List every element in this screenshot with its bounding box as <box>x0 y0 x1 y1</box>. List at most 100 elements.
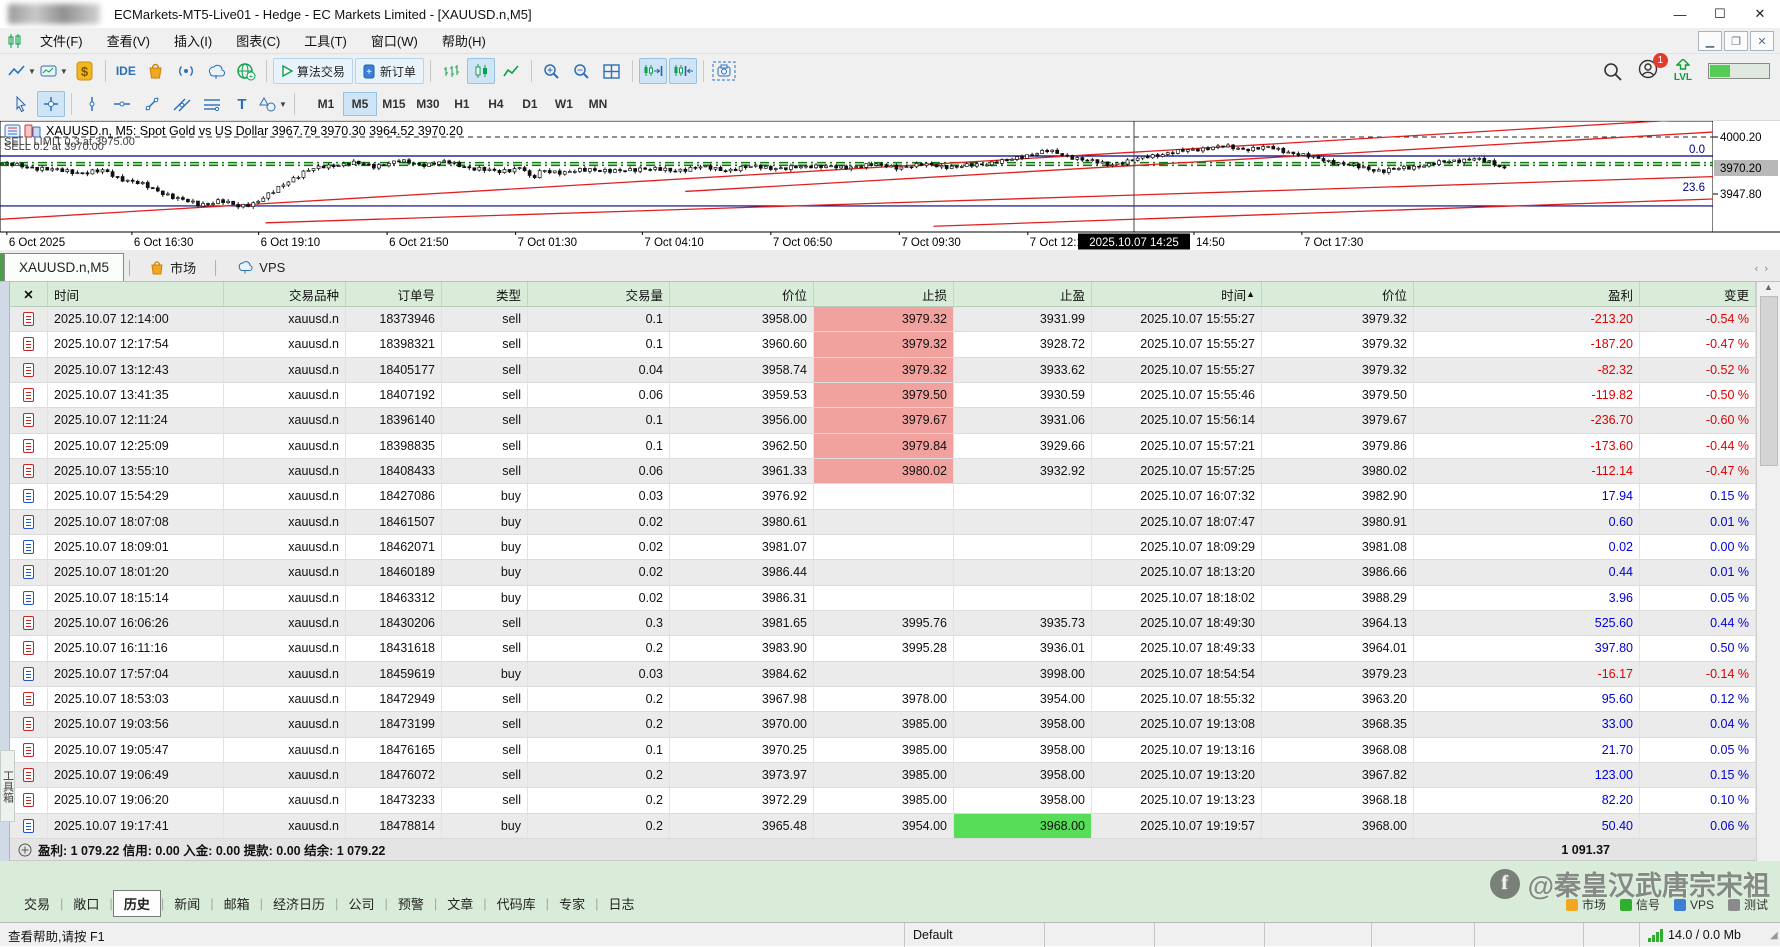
menu-工具(T)[interactable]: 工具(T) <box>292 31 359 50</box>
signals-button[interactable] <box>172 58 200 84</box>
menu-窗口(W)[interactable]: 窗口(W) <box>359 31 430 50</box>
new-order-button[interactable]: + 新订单 <box>355 58 424 84</box>
cloud-button[interactable] <box>202 58 230 84</box>
table-row[interactable]: 2025.10.07 13:12:43xauusd.n18405177sell0… <box>10 358 1756 383</box>
resize-grip[interactable]: ◢ <box>1762 923 1780 947</box>
toolbox-tab-专家[interactable]: 专家 <box>549 891 595 916</box>
table-row[interactable]: 2025.10.07 19:03:56xauusd.n18473199sell0… <box>10 712 1756 737</box>
toolbox-vertical-tab[interactable]: 工具箱 <box>0 750 15 822</box>
table-row[interactable]: 2025.10.07 19:06:49xauusd.n18476072sell0… <box>10 763 1756 788</box>
lvl-indicator[interactable]: LVL <box>1674 59 1692 83</box>
table-scrollbar[interactable]: ▲ <box>1756 282 1780 861</box>
zoom-out-button[interactable] <box>568 58 596 84</box>
table-row[interactable]: 2025.10.07 12:11:24xauusd.n18396140sell0… <box>10 408 1756 433</box>
fibonacci-tool[interactable] <box>198 91 226 117</box>
text-tool[interactable]: T <box>228 91 256 117</box>
timeframe-D1[interactable]: D1 <box>513 92 547 116</box>
menu-图表(C)[interactable]: 图表(C) <box>224 31 292 50</box>
table-row[interactable]: 2025.10.07 13:55:10xauusd.n18408433sell0… <box>10 459 1756 484</box>
table-row[interactable]: 2025.10.07 18:15:14xauusd.n18463312buy0.… <box>10 586 1756 611</box>
window-maximize-button[interactable]: ☐ <box>1700 1 1740 27</box>
price-chart[interactable]: XAUUSD.n, M5: Spot Gold vs US Dollar 396… <box>0 121 1780 250</box>
bar-chart-mode-button[interactable] <box>437 58 465 84</box>
window-minimize-button[interactable]: — <box>1660 1 1700 27</box>
timeframe-W1[interactable]: W1 <box>547 92 581 116</box>
chart-area[interactable]: XAUUSD.n, M5: Spot Gold vs US Dollar 396… <box>0 121 1780 250</box>
column-header-2[interactable]: 订单号 <box>346 282 442 306</box>
table-row[interactable]: 2025.10.07 15:54:29xauusd.n18427086buy0.… <box>10 484 1756 509</box>
line-chart-mode-button[interactable] <box>497 58 525 84</box>
column-header-10[interactable]: 盈利 <box>1414 282 1640 306</box>
market-button[interactable] <box>142 58 170 84</box>
chart-minimize-button[interactable]: ▁ <box>1698 31 1722 51</box>
column-header-8[interactable]: 时间 ▲ <box>1092 282 1262 306</box>
timeframe-M5[interactable]: M5 <box>343 92 377 116</box>
menu-插入(I)[interactable]: 插入(I) <box>162 31 224 50</box>
toolbox-tab-经济日历[interactable]: 经济日历 <box>263 891 335 916</box>
toolbox-tab-邮箱[interactable]: 邮箱 <box>214 891 260 916</box>
menu-查看(V)[interactable]: 查看(V) <box>95 31 162 50</box>
zoom-in-button[interactable] <box>538 58 566 84</box>
trendline-tool[interactable] <box>138 91 166 117</box>
table-row[interactable]: 2025.10.07 18:53:03xauusd.n18472949sell0… <box>10 687 1756 712</box>
toolbox-tab-文章[interactable]: 文章 <box>437 891 483 916</box>
algo-trading-button[interactable]: 算法交易 <box>273 58 353 84</box>
timeframe-M15[interactable]: M15 <box>377 92 411 116</box>
summary-expand-icon[interactable] <box>18 843 32 857</box>
shapes-tool[interactable]: ▼ <box>258 91 288 117</box>
toolbox-tab-交易[interactable]: 交易 <box>14 891 60 916</box>
tab-scroll-arrows[interactable]: ‹› <box>1755 263 1774 275</box>
toolbox-tab-新闻[interactable]: 新闻 <box>164 891 210 916</box>
toolbox-tab-历史[interactable]: 历史 <box>113 890 161 917</box>
column-header-9[interactable]: 价位 <box>1262 282 1414 306</box>
ide-button[interactable]: IDE <box>112 58 140 84</box>
timeframe-H4[interactable]: H4 <box>479 92 513 116</box>
toolbox-tab-公司[interactable]: 公司 <box>338 891 384 916</box>
toolbox-tab-日志[interactable]: 日志 <box>598 891 644 916</box>
toolbox-tab-敞口[interactable]: 敞口 <box>63 891 109 916</box>
menu-文件(F)[interactable]: 文件(F) <box>28 31 95 50</box>
table-row[interactable]: 2025.10.07 16:06:26xauusd.n18430206sell0… <box>10 611 1756 636</box>
status-profile[interactable]: Default <box>905 923 1045 947</box>
table-row[interactable]: 2025.10.07 18:07:08xauusd.n18461507buy0.… <box>10 510 1756 535</box>
horizontal-line-tool[interactable] <box>108 91 136 117</box>
table-close-button[interactable]: ✕ <box>10 282 48 306</box>
table-row[interactable]: 2025.10.07 18:09:01xauusd.n18462071buy0.… <box>10 535 1756 560</box>
table-row[interactable]: 2025.10.07 12:17:54xauusd.n18398321sell0… <box>10 332 1756 357</box>
toolbox-tab-预警[interactable]: 预警 <box>388 891 434 916</box>
column-header-0[interactable]: 时间 <box>48 282 224 306</box>
table-row[interactable]: 2025.10.07 13:41:35xauusd.n18407192sell0… <box>10 383 1756 408</box>
chart-window-dropdown[interactable]: ▼ <box>7 58 37 84</box>
tile-windows-button[interactable] <box>598 58 626 84</box>
vertical-line-tool[interactable] <box>78 91 106 117</box>
tab-xauusd-m5[interactable]: XAUUSD.n,M5 <box>4 253 124 281</box>
search-icon[interactable] <box>1603 62 1622 81</box>
timeframe-MN[interactable]: MN <box>581 92 615 116</box>
timeframe-M30[interactable]: M30 <box>411 92 445 116</box>
chart-close-button[interactable]: ✕ <box>1750 31 1774 51</box>
menu-帮助(H)[interactable]: 帮助(H) <box>430 31 498 50</box>
tab-market[interactable]: 市场 <box>136 253 210 281</box>
candlestick-mode-button[interactable] <box>467 58 495 84</box>
column-header-6[interactable]: 止损 <box>814 282 954 306</box>
user-notifications[interactable]: 1 <box>1638 59 1658 84</box>
table-row[interactable]: 2025.10.07 18:01:20xauusd.n18460189buy0.… <box>10 560 1756 585</box>
auto-scroll-button[interactable] <box>639 58 667 84</box>
screenshot-button[interactable] <box>710 58 738 84</box>
account-money-icon[interactable]: $ <box>71 58 99 84</box>
chart-shift-button[interactable] <box>669 58 697 84</box>
channel-tool[interactable] <box>168 91 196 117</box>
tab-vps[interactable]: VPS <box>222 253 299 281</box>
profile-dropdown[interactable]: ▼ <box>39 58 69 84</box>
column-header-5[interactable]: 价位 <box>670 282 814 306</box>
table-row[interactable]: 2025.10.07 12:25:09xauusd.n18398835sell0… <box>10 434 1756 459</box>
timeframe-H1[interactable]: H1 <box>445 92 479 116</box>
scrollbar-thumb[interactable] <box>1760 296 1778 466</box>
column-header-7[interactable]: 止盈 <box>954 282 1092 306</box>
table-row[interactable]: 2025.10.07 19:06:20xauusd.n18473233sell0… <box>10 788 1756 813</box>
table-row[interactable]: 2025.10.07 12:14:00xauusd.n18373946sell0… <box>10 307 1756 332</box>
community-button[interactable]: + <box>232 58 260 84</box>
column-header-4[interactable]: 交易量 <box>528 282 670 306</box>
table-row[interactable]: 2025.10.07 19:17:41xauusd.n18478814buy0.… <box>10 814 1756 839</box>
chart-restore-button[interactable]: ❐ <box>1724 31 1748 51</box>
